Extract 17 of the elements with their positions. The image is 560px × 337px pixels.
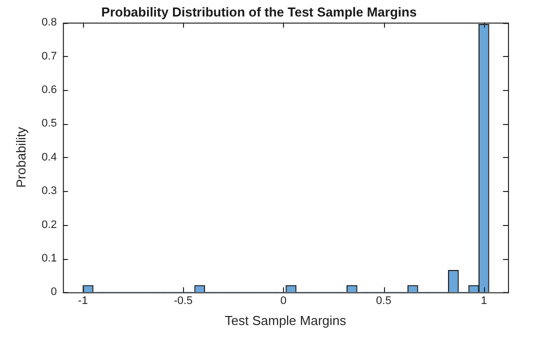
x-tick-label: 0 — [280, 294, 287, 307]
y-tick-label: 0.7 — [42, 50, 57, 62]
y-tick-label: 0.5 — [42, 118, 57, 130]
y-axis-title: Probability — [13, 126, 28, 188]
y-tick-label: 0.6 — [42, 84, 57, 96]
y-tick-label: 0.3 — [42, 185, 57, 198]
x-tick-label: -0.5 — [174, 294, 193, 307]
y-tick-label: 0.2 — [42, 218, 57, 231]
y-tick-label: 0.4 — [42, 151, 57, 164]
chart-title: Probability Distribution of the Test Sample Margins — [101, 4, 417, 20]
x-tick-label: 0.5 — [376, 294, 392, 307]
y-tick-label: 0 — [50, 286, 57, 298]
x-tick-label: 1 — [480, 294, 488, 307]
x-tick-label: -1 — [78, 294, 88, 307]
y-tick-label: 0.1 — [42, 252, 57, 265]
y-tick-label: 0.8 — [42, 16, 57, 29]
x-axis-title: Test Sample Margins — [224, 312, 347, 328]
